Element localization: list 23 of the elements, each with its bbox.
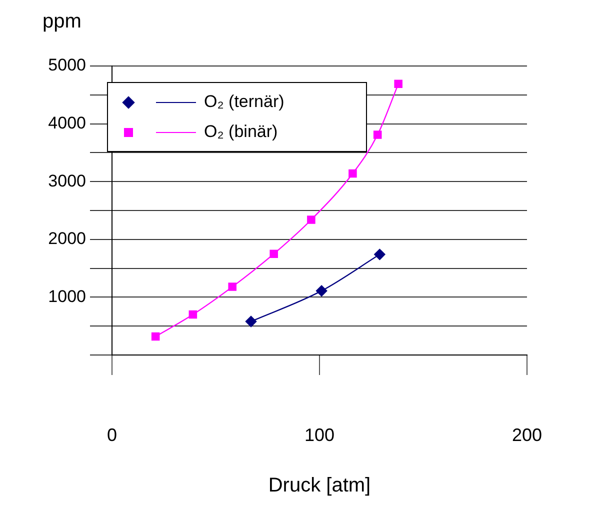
x-axis-title: Druck [atm] — [268, 474, 371, 497]
y-tick-label: 3000 — [48, 171, 86, 190]
point — [374, 248, 386, 260]
y-tick-label: 1000 — [48, 286, 86, 306]
point — [270, 250, 278, 258]
y-tick-label: 2000 — [48, 229, 86, 248]
y-tick-label: 4000 — [48, 113, 86, 132]
point — [307, 216, 316, 224]
point — [228, 282, 236, 291]
y-axis-title: ppm — [42, 10, 82, 33]
legend-label: O₂ (ternär) — [204, 92, 284, 112]
y-tick-label: 5000 — [48, 56, 86, 75]
point — [151, 332, 160, 341]
legend-label: O₂ (binär) — [204, 122, 278, 142]
point — [373, 130, 382, 139]
point — [348, 169, 357, 178]
point — [316, 285, 328, 296]
point — [188, 310, 198, 319]
point — [245, 316, 257, 328]
point — [394, 80, 402, 88]
x-tick-label: 200 — [512, 424, 542, 445]
x-tick-label: 0 — [106, 424, 118, 445]
x-tick-label: 100 — [304, 424, 335, 445]
